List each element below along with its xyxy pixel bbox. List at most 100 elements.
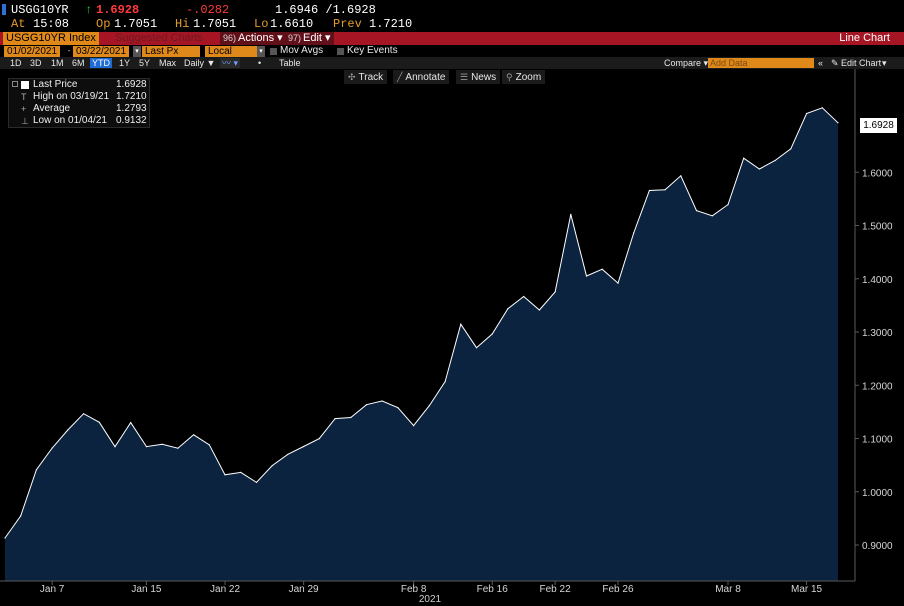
- data-point: [397, 407, 399, 409]
- more-options-icon[interactable]: •: [258, 58, 262, 68]
- y-tick-label: 1.0000: [862, 488, 893, 499]
- compare-button[interactable]: Compare ▾: [662, 58, 710, 68]
- edit-chart-label: Edit Chart: [841, 58, 882, 68]
- range-1y-button[interactable]: 1Y: [119, 58, 131, 68]
- x-tick-label: Feb 16: [477, 584, 509, 595]
- start-date-field[interactable]: 01/02/2021: [4, 46, 61, 57]
- chevron-down-icon: ▾: [321, 32, 331, 44]
- open-label: Op: [96, 17, 111, 31]
- collapse-toggle-icon[interactable]: [12, 81, 18, 87]
- x-tick-label: Jan 7: [40, 584, 65, 595]
- range-1d-button[interactable]: 1D: [10, 58, 22, 68]
- data-point: [193, 434, 195, 436]
- legend-low: ⊥ Low on 01/04/21 0.9132: [9, 115, 149, 127]
- legend-label: High on 03/19/21: [33, 91, 110, 102]
- high-value: 1.7051: [193, 17, 237, 31]
- collapse-icon[interactable]: «: [818, 58, 824, 68]
- legend-last-price[interactable]: Last Price 1.6928: [9, 79, 149, 91]
- legend-value: 1.2793: [116, 103, 147, 114]
- data-point: [365, 404, 368, 406]
- data-point: [208, 444, 210, 446]
- data-point: [837, 122, 839, 124]
- mov-avgs-label[interactable]: Mov Avgs: [280, 45, 324, 56]
- x-axis: Jan 7 Jan 15 Jan 22 Jan 29 Feb 8 Feb 16 Feb 22…: [40, 581, 823, 595]
- chevron-down-icon: ▾: [274, 32, 283, 44]
- actions-menu[interactable]: 96) Actions ▾: [220, 32, 286, 45]
- data-point: [444, 381, 446, 383]
- currency-selector[interactable]: Local CCY: [205, 46, 257, 68]
- chevron-down-icon[interactable]: ▾: [882, 58, 887, 68]
- range-6m-button[interactable]: 6M: [72, 58, 85, 68]
- chart-legend: Last Price 1.6928 T High on 03/19/21 1.7…: [8, 78, 150, 128]
- key-events-label[interactable]: Key Events: [347, 45, 398, 56]
- data-point: [303, 445, 305, 448]
- security-field[interactable]: USGG10YR Index: [3, 32, 99, 45]
- average-marker-icon: +: [21, 104, 27, 114]
- data-point: [177, 447, 179, 449]
- field-selector[interactable]: Last Px: [142, 46, 200, 57]
- actions-number: 96): [223, 33, 237, 43]
- data-point: [51, 447, 53, 449]
- range-3d-button[interactable]: 3D: [30, 58, 42, 68]
- range-1m-button[interactable]: 1M: [51, 58, 64, 68]
- data-point: [130, 422, 132, 424]
- currency-dropdown-icon[interactable]: ▾: [257, 46, 265, 57]
- data-point: [743, 157, 745, 159]
- suggested-charts-button[interactable]: Suggested Charts: [115, 32, 204, 44]
- end-date-field[interactable]: 03/22/2021: [73, 46, 130, 57]
- data-point: [617, 282, 619, 284]
- x-tick-label: Jan 15: [131, 584, 161, 595]
- data-point: [475, 347, 478, 349]
- x-tick-label: Mar 15: [791, 584, 823, 595]
- track-button[interactable]: ✣ Track: [344, 70, 388, 84]
- zoom-button[interactable]: ⚲ Zoom: [502, 70, 546, 84]
- time-value: 15:08: [33, 17, 70, 31]
- legend-label: Low on 01/04/21: [33, 115, 107, 126]
- edit-number: 97): [288, 33, 302, 43]
- y-tick-label: 1.2000: [862, 381, 893, 392]
- data-point: [350, 416, 352, 419]
- calendar-dropdown-icon[interactable]: ▾: [133, 46, 141, 57]
- security-marker: [2, 4, 6, 15]
- legend-high: T High on 03/19/21 1.7210: [9, 91, 149, 103]
- legend-label: Average: [33, 103, 71, 114]
- mov-avgs-checkbox[interactable]: [270, 48, 277, 55]
- x-tick-label: Mar 8: [715, 584, 741, 595]
- data-point: [727, 204, 729, 206]
- area-fill: [5, 107, 838, 582]
- legend-average: + Average 1.2793: [9, 103, 149, 115]
- price-chart[interactable]: 0.9000 1.0000 1.1000 1.2000 1.3000 1.4000 1.50…: [0, 69, 904, 606]
- annotate-button[interactable]: ╱ Annotate: [393, 70, 450, 84]
- actions-label: Actions: [238, 32, 275, 44]
- legend-value: 0.9132: [116, 115, 147, 126]
- data-point: [554, 291, 556, 293]
- data-point: [711, 215, 713, 217]
- add-data-input[interactable]: Add Data: [708, 58, 814, 68]
- data-point: [538, 309, 541, 311]
- line-chart-type-icon[interactable]: 〰 ▾: [220, 58, 241, 68]
- key-events-checkbox[interactable]: [337, 48, 344, 55]
- up-arrow-icon: ↑: [85, 3, 93, 17]
- news-button[interactable]: ☰ News: [456, 70, 501, 84]
- pencil-icon: ╱: [397, 72, 403, 82]
- chart-type-title: Line Chart: [839, 32, 890, 44]
- edit-chart-button[interactable]: ✎ Edit Chart: [829, 58, 883, 68]
- prev-label: Prev: [333, 17, 362, 31]
- year-label: 2021: [419, 594, 442, 605]
- ticker-symbol[interactable]: USGG10YR: [11, 3, 69, 17]
- data-point: [114, 446, 116, 448]
- prev-value: 1.7210: [369, 17, 413, 31]
- table-button[interactable]: Table: [279, 58, 301, 68]
- data-point: [633, 232, 635, 234]
- frequency-selector[interactable]: Daily ▼: [182, 58, 217, 68]
- data-point: [460, 323, 462, 325]
- range-ytd-button[interactable]: YTD: [90, 58, 112, 68]
- news-label: News: [471, 72, 497, 83]
- data-point: [680, 175, 682, 177]
- bid-ask: 1.6946 /1.6928: [275, 3, 376, 17]
- y-tick-label: 1.6000: [862, 168, 893, 179]
- range-max-button[interactable]: Max: [159, 58, 177, 68]
- range-5y-button[interactable]: 5Y: [139, 58, 151, 68]
- edit-menu[interactable]: 97) Edit ▾: [285, 32, 334, 45]
- data-point: [585, 275, 588, 277]
